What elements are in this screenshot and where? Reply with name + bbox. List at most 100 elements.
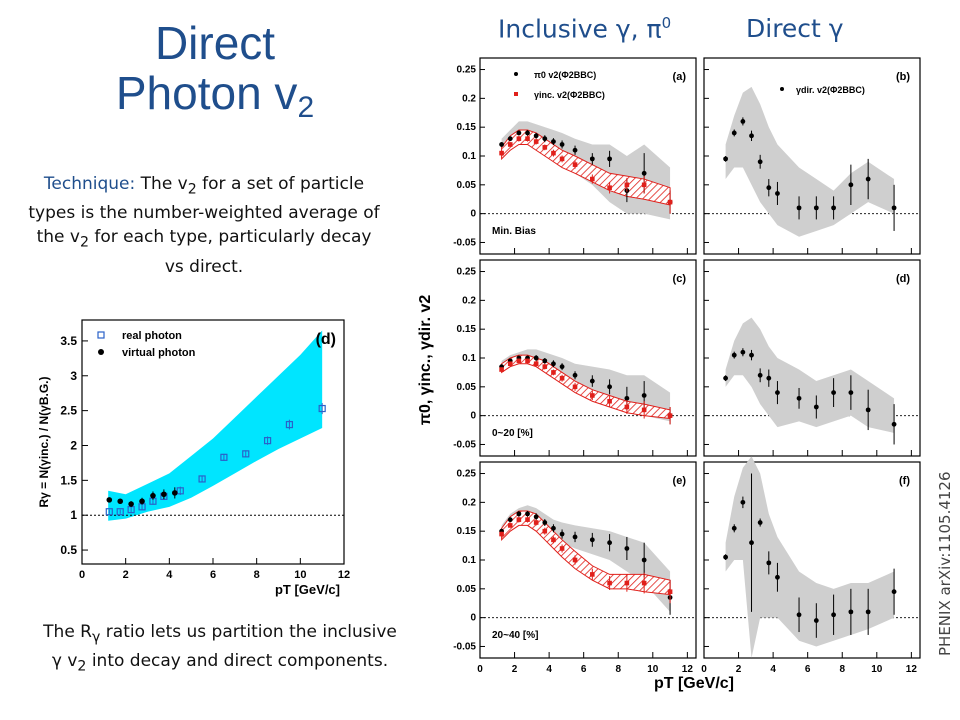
direct-point: [813, 618, 819, 623]
direct-point: [757, 520, 763, 525]
y-tick-label: 0.2: [462, 93, 476, 104]
pi0-point: [641, 557, 647, 563]
inclusive-point: [507, 523, 513, 528]
x-tick-label: 4: [166, 569, 173, 581]
x-tick-label: 2: [123, 569, 129, 581]
inclusive-point: [624, 404, 630, 410]
direct-point: [796, 395, 802, 401]
y-tick-label: 0.2: [462, 497, 476, 508]
x-tick-label: 4: [770, 664, 776, 675]
inclusive-point: [590, 572, 595, 577]
y-tick-label: 0.05: [457, 382, 477, 393]
inclusive-point: [624, 182, 630, 188]
inclusive-point: [542, 528, 548, 534]
direct-point: [865, 176, 871, 182]
x-axis-label: pT [GeV/c]: [275, 582, 340, 597]
direct-point: [740, 499, 746, 505]
direct-point: [796, 612, 802, 618]
pi0-point: [624, 546, 630, 551]
virtual-photon-point: [139, 498, 145, 505]
y-tick-label: 3.5: [60, 334, 77, 348]
rg-sub2: 2: [77, 658, 87, 675]
pi0-point: [641, 170, 647, 176]
grid-x-axis-label: pT [GeV/c]: [654, 675, 734, 692]
inclusive-point: [525, 517, 530, 522]
inclusive-point: [590, 393, 595, 398]
legend-label-direct: γdir. v2(Φ2BBC): [796, 85, 865, 95]
x-tick-label: 6: [210, 569, 216, 581]
technique-post: for each type, particularly decay vs dir…: [88, 227, 372, 277]
inclusive-point: [507, 142, 513, 147]
inclusive-point: [572, 557, 578, 563]
inclusive-point: [516, 358, 522, 364]
y-tick-label: -0.05: [453, 439, 476, 450]
inclusive-point: [551, 150, 556, 156]
inclusive-point: [667, 413, 673, 418]
inclusive-point: [533, 139, 539, 144]
pi0-point: [589, 537, 595, 543]
direct-point: [891, 589, 897, 595]
direct-point: [757, 159, 763, 165]
legend-marker-virtual: [98, 349, 104, 355]
y-tick-label: 2.5: [60, 404, 77, 418]
real-photon-point: [176, 487, 184, 495]
inclusive-point: [667, 589, 673, 595]
direct-point: [766, 560, 772, 566]
y-tick-label: 1.5: [60, 473, 77, 487]
title-line2-sub: 2: [297, 91, 315, 124]
panel-a: -0.05 0 0.05 0.1 0.15 0.2 0.25 (a) Min. Bias π0 v…: [453, 57, 697, 255]
systematic-band: [725, 456, 895, 658]
panel-e: 0 2 4 6 8 10 12 -0.05 0 0.05 0.1 0.15 0.2 0.25 (e) 20~4…: [453, 461, 697, 675]
inclusive-point: [559, 375, 565, 381]
x-tick-label: 8: [615, 664, 621, 675]
inclusive-point: [525, 136, 530, 142]
pi0-point: [542, 136, 548, 142]
direct-point: [831, 390, 836, 395]
panel-label: (d): [316, 331, 336, 348]
inclusive-point: [551, 370, 556, 375]
technique-pre: The v: [135, 174, 188, 194]
pi0-point: [559, 364, 565, 370]
direct-point: [766, 185, 772, 191]
direct-point: [813, 404, 819, 410]
panel-label: (b): [896, 71, 910, 83]
technique-keyword: Technique:: [43, 174, 136, 194]
x-tick-label: 8: [839, 664, 845, 675]
inclusive-point: [516, 517, 522, 522]
legend-label-virtual: virtual photon: [122, 347, 196, 359]
pi0-point: [533, 133, 539, 139]
pi0-point: [525, 511, 530, 517]
direct-point: [731, 352, 737, 358]
pi0-point: [551, 361, 556, 367]
pi0-point: [589, 156, 595, 162]
y-tick-label: 0.2: [462, 295, 476, 306]
virtual-photon-point: [106, 497, 113, 503]
inclusive-point: [542, 364, 548, 369]
y-tick-label: 0.1: [462, 353, 476, 364]
direct-point: [848, 182, 854, 188]
y-tick-label: 2: [70, 438, 77, 452]
grid-y-axis-label: π0, γinc., γdir. v2: [417, 295, 434, 426]
rg-sub: γ: [92, 629, 101, 646]
legend-marker-direct: [780, 87, 784, 91]
inclusive-point: [641, 580, 647, 586]
column-header-direct: Direct γ: [746, 14, 844, 43]
inclusive-point: [607, 185, 612, 191]
y-tick-label: 0: [470, 411, 476, 422]
inclusive-point: [641, 407, 647, 413]
y-tick-label: 0.15: [457, 324, 477, 335]
pi0-point: [641, 393, 647, 398]
technique-mid: for a set of particle types is the numbe…: [28, 174, 380, 248]
real-photon-point: [105, 508, 113, 516]
virtual-photon-point: [171, 490, 178, 496]
pi0-point: [559, 531, 565, 537]
inclusive-point: [667, 199, 673, 205]
panel-label: (f): [899, 475, 910, 487]
pi0-point: [607, 156, 612, 162]
pi0-point: [607, 384, 612, 390]
direct-point: [891, 205, 897, 211]
direct-point: [740, 119, 746, 124]
x-tick-label: 0: [79, 569, 85, 581]
y-tick-label: -0.05: [453, 641, 476, 652]
